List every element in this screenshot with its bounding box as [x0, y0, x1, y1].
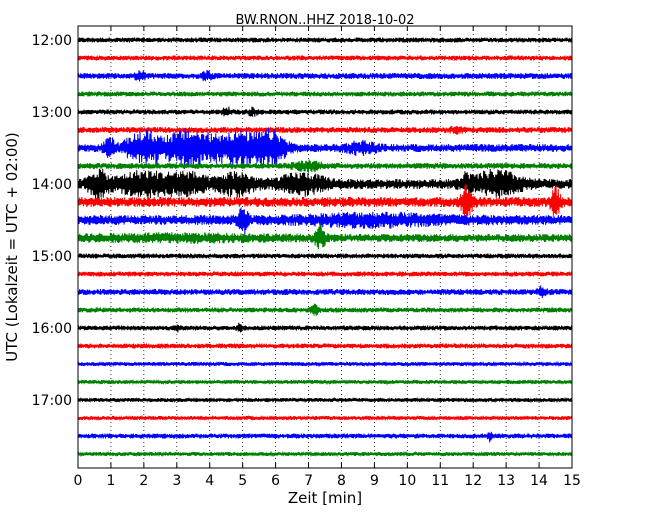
trace-1515: [77, 270, 573, 277]
trace-1200: [77, 36, 573, 43]
y-tick-label: 16:00: [32, 321, 72, 337]
x-axis-label: Zeit [min]: [288, 489, 362, 507]
plot-frame: [77, 25, 573, 469]
trace-1230: [77, 70, 573, 82]
y-tick-label: 12:00: [32, 33, 72, 49]
trace-1730: [77, 431, 573, 443]
trace-1745: [77, 450, 573, 458]
seismogram-traces: [77, 36, 573, 458]
trace-1600: [77, 322, 573, 333]
y-tick-label: 15:00: [32, 249, 72, 265]
x-tick-label: 2: [139, 473, 148, 489]
trace-1630: [77, 360, 573, 368]
x-tick-label: 3: [172, 473, 181, 489]
x-tick-label: 9: [370, 473, 379, 489]
trace-1315: [77, 125, 573, 135]
trace-1330: [77, 128, 573, 168]
x-tick-label: 7: [304, 473, 313, 489]
y-axis-ticks: 12:00 13:00 14:00 15:00 16:00 17:00: [32, 33, 572, 409]
x-tick-label: 15: [563, 473, 581, 489]
trace-1245: [77, 91, 573, 97]
trace-1215: [77, 55, 573, 61]
trace-1645: [77, 378, 573, 386]
trace-1500: [77, 253, 573, 259]
trace-1415: [77, 184, 573, 220]
x-tick-label: 4: [205, 473, 214, 489]
trace-1430: [77, 207, 573, 235]
trace-1715: [77, 414, 573, 422]
trace-1545: [77, 303, 573, 317]
y-axis-label: UTC (Lokalzeit = UTC + 02:00): [3, 132, 21, 362]
chart-title: BW.RNON..HHZ 2018-10-02: [235, 13, 414, 28]
trace-1400: [77, 168, 573, 200]
vertical-grid: [110, 26, 540, 468]
x-tick-label: 14: [530, 473, 548, 489]
trace-1445: [77, 222, 573, 249]
trace-1345: [77, 159, 573, 173]
y-tick-label: 17:00: [32, 393, 72, 409]
y-tick-label: 14:00: [32, 177, 72, 193]
x-tick-label: 0: [74, 473, 83, 489]
trace-1530: [77, 285, 573, 298]
x-tick-label: 5: [238, 473, 247, 489]
x-tick-label: 6: [271, 473, 280, 489]
trace-1300: [77, 106, 573, 117]
trace-1700: [77, 396, 573, 404]
x-tick-label: 12: [464, 473, 482, 489]
x-tick-label: 13: [497, 473, 515, 489]
y-tick-label: 13:00: [32, 105, 72, 121]
x-axis-ticks: 0 1 2 3 4 5 6 7 8 9 10 11 12 13 14 15: [74, 26, 581, 489]
trace-1615: [77, 343, 573, 349]
x-tick-label: 10: [398, 473, 416, 489]
x-tick-label: 1: [106, 473, 115, 489]
x-tick-label: 11: [431, 473, 449, 489]
x-tick-label: 8: [337, 473, 346, 489]
